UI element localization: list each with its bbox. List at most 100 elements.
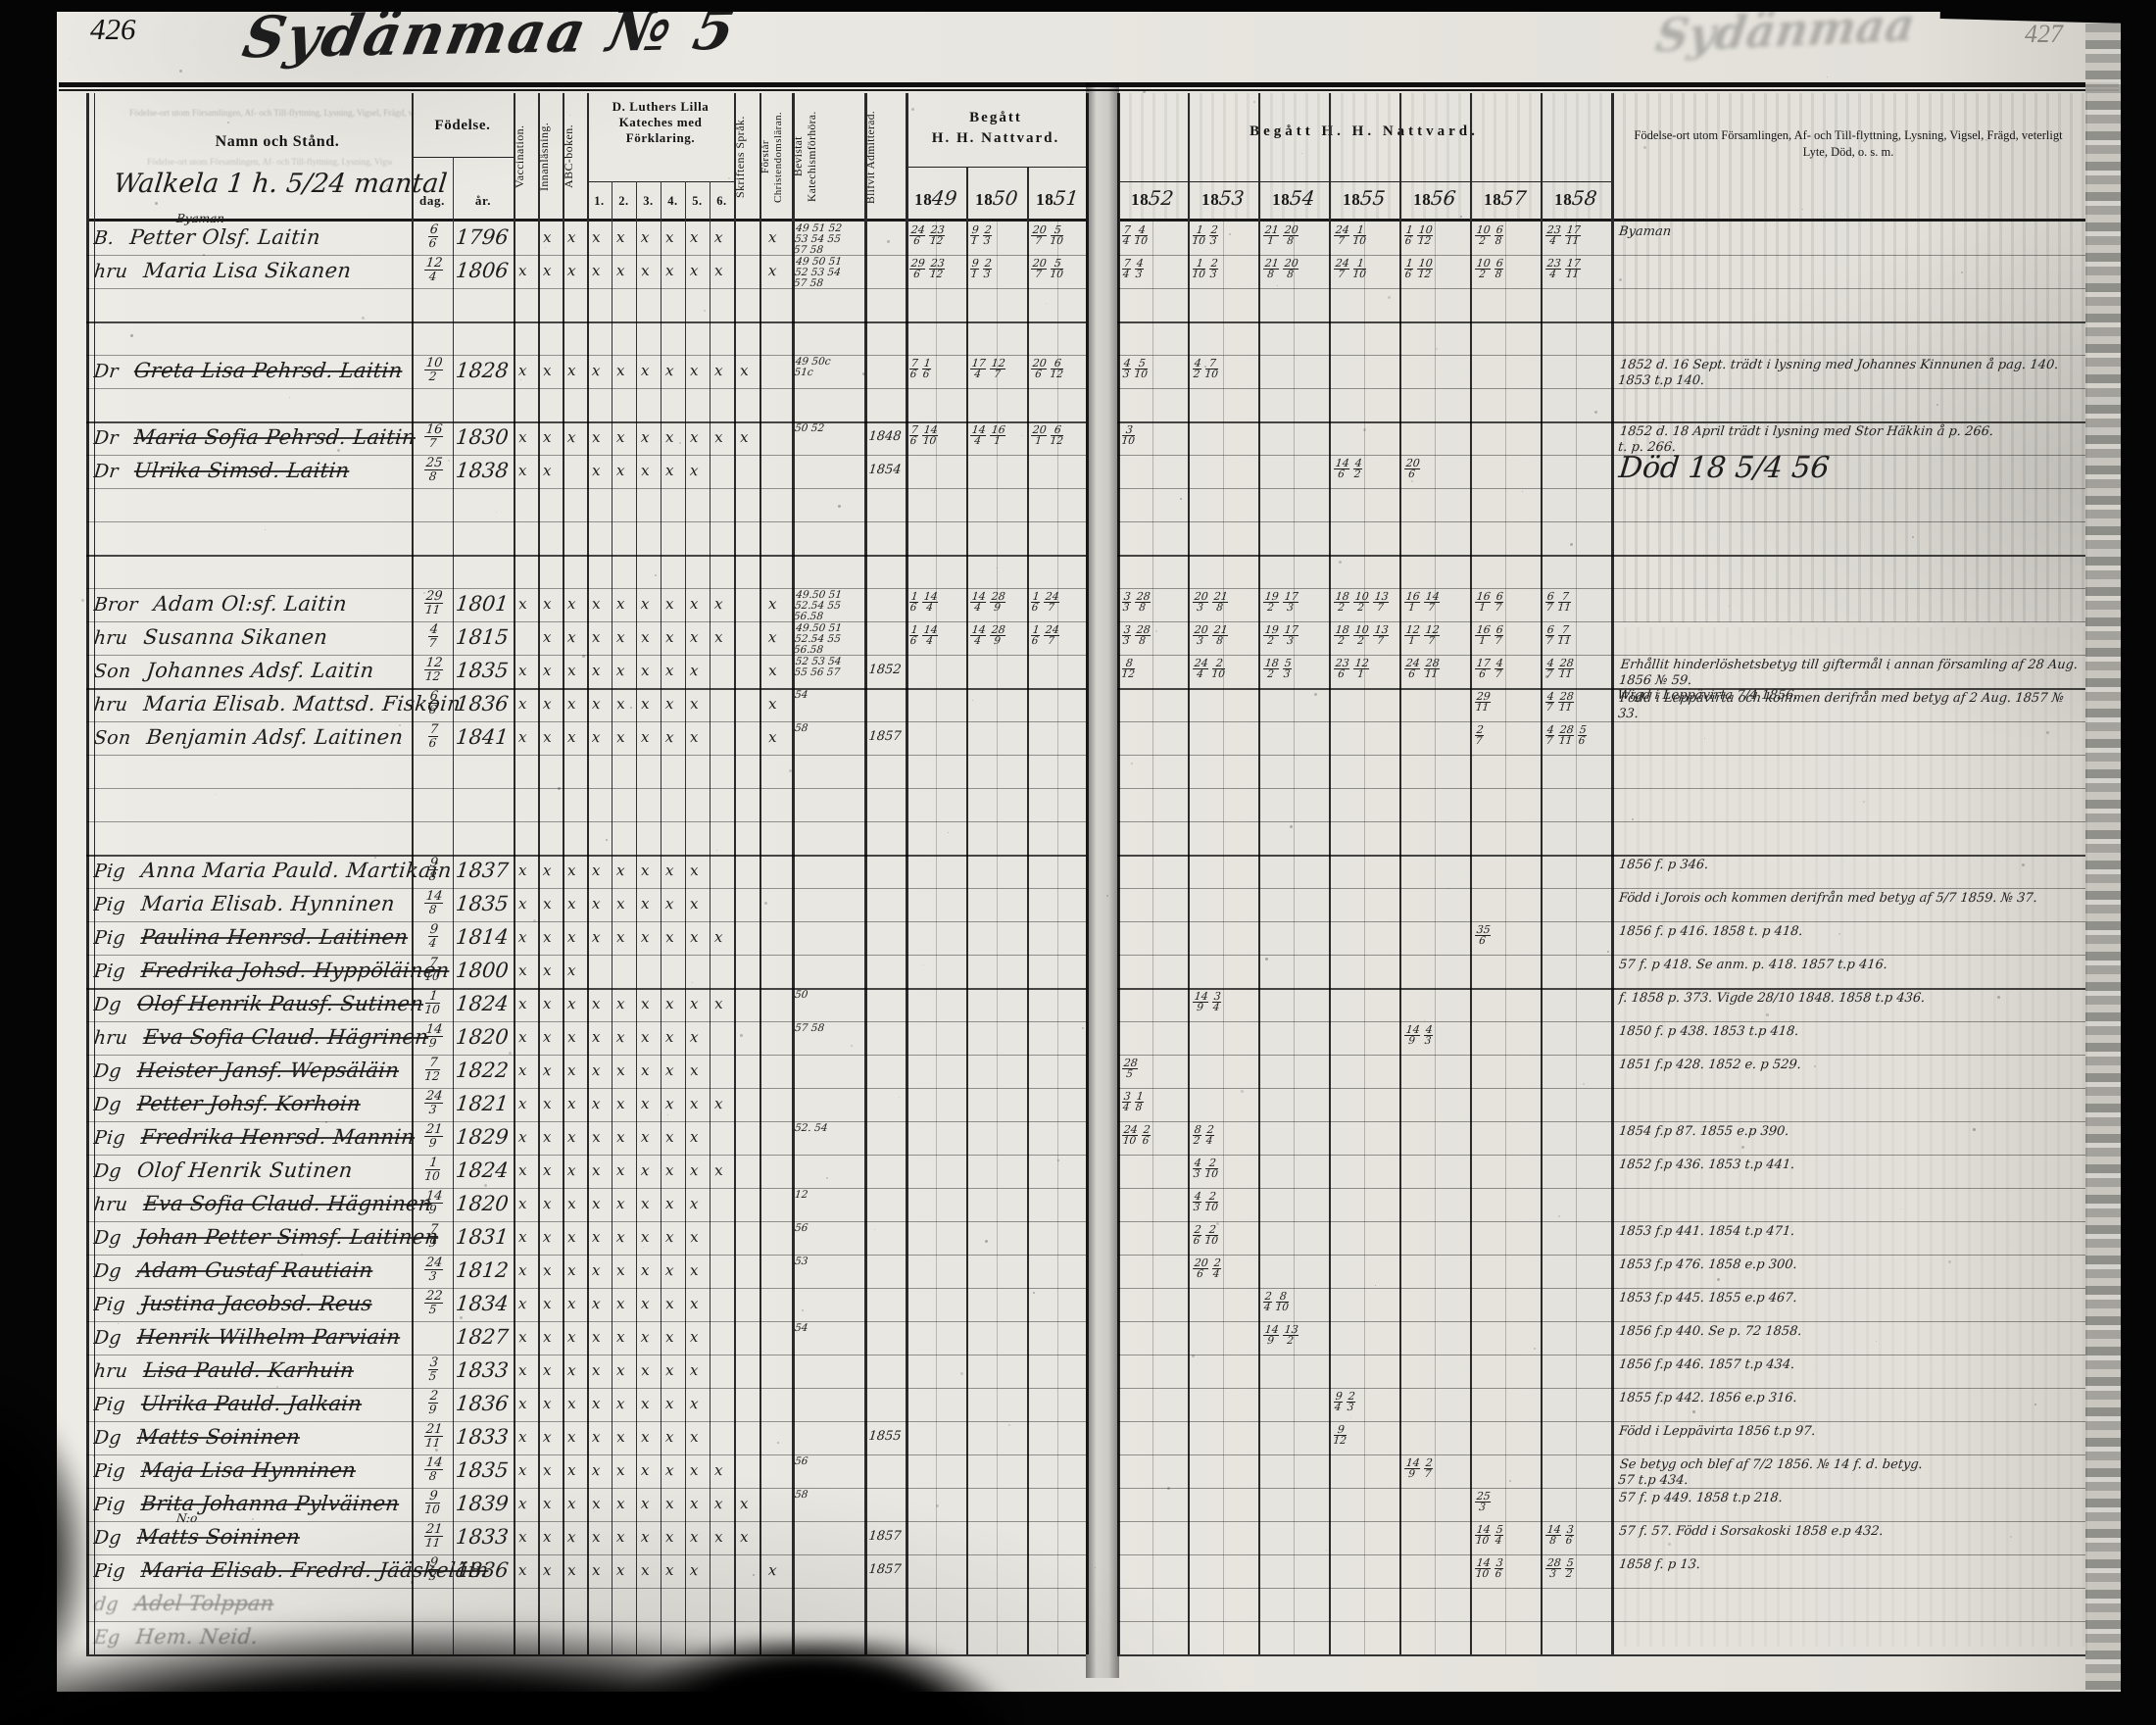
table-rule-horizontal <box>86 1088 1086 1089</box>
communion-date-mark: 24 10 <box>1122 1123 1140 1147</box>
check-mark: x <box>664 894 675 913</box>
table-rule-horizontal <box>86 688 1086 690</box>
table-rule-horizontal <box>1117 921 2085 922</box>
check-mark: x <box>664 1427 674 1447</box>
communion-cell: 1 6 10 12 <box>1402 223 1471 247</box>
dust-speck <box>1339 561 1342 564</box>
table-rule-horizontal <box>86 821 1086 822</box>
table-rule-horizontal <box>1117 555 2085 557</box>
table-rule-horizontal <box>86 1588 1086 1589</box>
birth-year: 1836 <box>455 692 510 715</box>
dust-speck <box>2010 1536 2012 1538</box>
communion-cell: 3 3 28 8 <box>1120 590 1189 614</box>
communion-date-mark: 12 7 <box>1424 623 1442 647</box>
admitted-year: 1848 <box>867 429 903 444</box>
check-mark: x <box>591 594 602 614</box>
dust-speck <box>838 505 841 508</box>
admitted-year: 1857 <box>867 729 903 744</box>
communion-date-mark: 21 11 <box>423 1522 444 1550</box>
check-mark: x <box>767 661 778 680</box>
dust-speck <box>777 1442 779 1444</box>
dust-speck <box>1668 1543 1671 1546</box>
check-mark: x <box>664 1527 674 1547</box>
communion-date-mark: 14 8 <box>423 889 444 916</box>
dust-speck <box>1008 1424 1010 1426</box>
check-mark: x <box>566 1394 577 1413</box>
table-rule-horizontal <box>86 1554 1086 1555</box>
check-mark: x <box>739 1527 749 1547</box>
communion-date-mark: 25 8 <box>423 456 444 483</box>
catechism-col-number: 5. <box>692 194 703 208</box>
table-rule-vertical <box>1576 222 1577 1654</box>
birth-day: 1 10 <box>416 989 451 1016</box>
check-mark: x <box>542 894 553 913</box>
communion-date-mark: 17 11 <box>1565 223 1583 247</box>
check-mark: x <box>591 861 601 880</box>
row-prefix: hru <box>92 1194 129 1215</box>
check-mark: x <box>615 994 625 1013</box>
communion-date-mark: 28 11 <box>1558 690 1576 714</box>
communion-date-mark: 28 11 <box>1558 657 1576 680</box>
attended-notes: 58 <box>794 1489 809 1501</box>
check-mark: x <box>542 1394 552 1413</box>
communion-cell: 20 6 6 12 <box>1029 357 1088 380</box>
check-mark: x <box>689 1360 699 1380</box>
person-name: Greta Lisa Pehrsd. Laitin <box>132 359 404 382</box>
check-mark: x <box>689 927 699 947</box>
table-rule-vertical <box>1223 222 1224 1654</box>
communion-cell: 19 2 17 3 <box>1261 590 1330 614</box>
table-rule-vertical <box>734 93 736 1654</box>
table-rule-horizontal <box>86 421 1086 423</box>
check-mark: x <box>664 261 674 280</box>
dust-speck <box>1253 101 1255 103</box>
check-mark: x <box>566 894 576 913</box>
table-row-name: Dg Adam Gustaf Rautiain <box>93 1258 419 1282</box>
communion-cell: 29 11 <box>1473 690 1542 714</box>
table-row-name: Pig Maria Elisab. Fredrd. Jääskeläin <box>93 1558 490 1582</box>
communion-cell: 14 10 5 4 <box>1473 1523 1542 1547</box>
check-mark: x <box>592 662 601 679</box>
dust-speck <box>1057 1159 1059 1161</box>
communion-cell: 35 6 <box>1473 923 1542 947</box>
check-mark: x <box>591 727 602 747</box>
check-mark: x <box>517 1560 527 1580</box>
check-mark: x <box>689 994 699 1013</box>
dust-speck <box>1204 366 1206 368</box>
birth-day: 12 4 <box>416 256 451 283</box>
birth-year: 1820 <box>455 1192 510 1215</box>
person-name: Johannes Adsf. Laitin <box>145 659 375 682</box>
check-mark: x <box>542 1060 553 1080</box>
dust-speck <box>569 115 570 116</box>
communion-date-mark: 6 12 <box>1049 423 1065 447</box>
communion-date-mark: 1 10 <box>1351 257 1368 280</box>
communion-date-mark: 28 11 <box>1424 657 1442 680</box>
check-mark: x <box>664 361 675 380</box>
table-rule-horizontal <box>1117 721 2085 722</box>
dust-speck <box>1314 693 1317 696</box>
check-mark: x <box>566 1560 577 1580</box>
communion-cell: 12 1 12 7 <box>1402 623 1471 647</box>
dust-speck <box>1095 1567 1096 1568</box>
dust-speck <box>1973 1128 1976 1131</box>
table-rule-vertical <box>1541 93 1543 1654</box>
check-mark: x <box>591 427 601 447</box>
communion-date-mark: 16 1 <box>1404 590 1422 614</box>
dust-speck <box>728 177 730 179</box>
table-rule-horizontal <box>1117 1088 2085 1089</box>
table-rule-vertical <box>453 157 454 1654</box>
header-catechism: D. Luthers Lilla Kateches med Förklaring… <box>612 99 710 145</box>
communion-date-mark: 10 12 <box>1417 223 1435 247</box>
dust-speck <box>618 1379 619 1380</box>
communion-cell: 24 6 28 11 <box>1402 657 1471 680</box>
dust-speck <box>276 1386 278 1388</box>
table-rule-horizontal <box>86 455 1086 456</box>
dust-speck <box>655 574 657 576</box>
check-mark: x <box>517 1027 527 1047</box>
communion-date-mark: 2 10 <box>1210 657 1227 680</box>
check-mark: x <box>566 1160 577 1180</box>
